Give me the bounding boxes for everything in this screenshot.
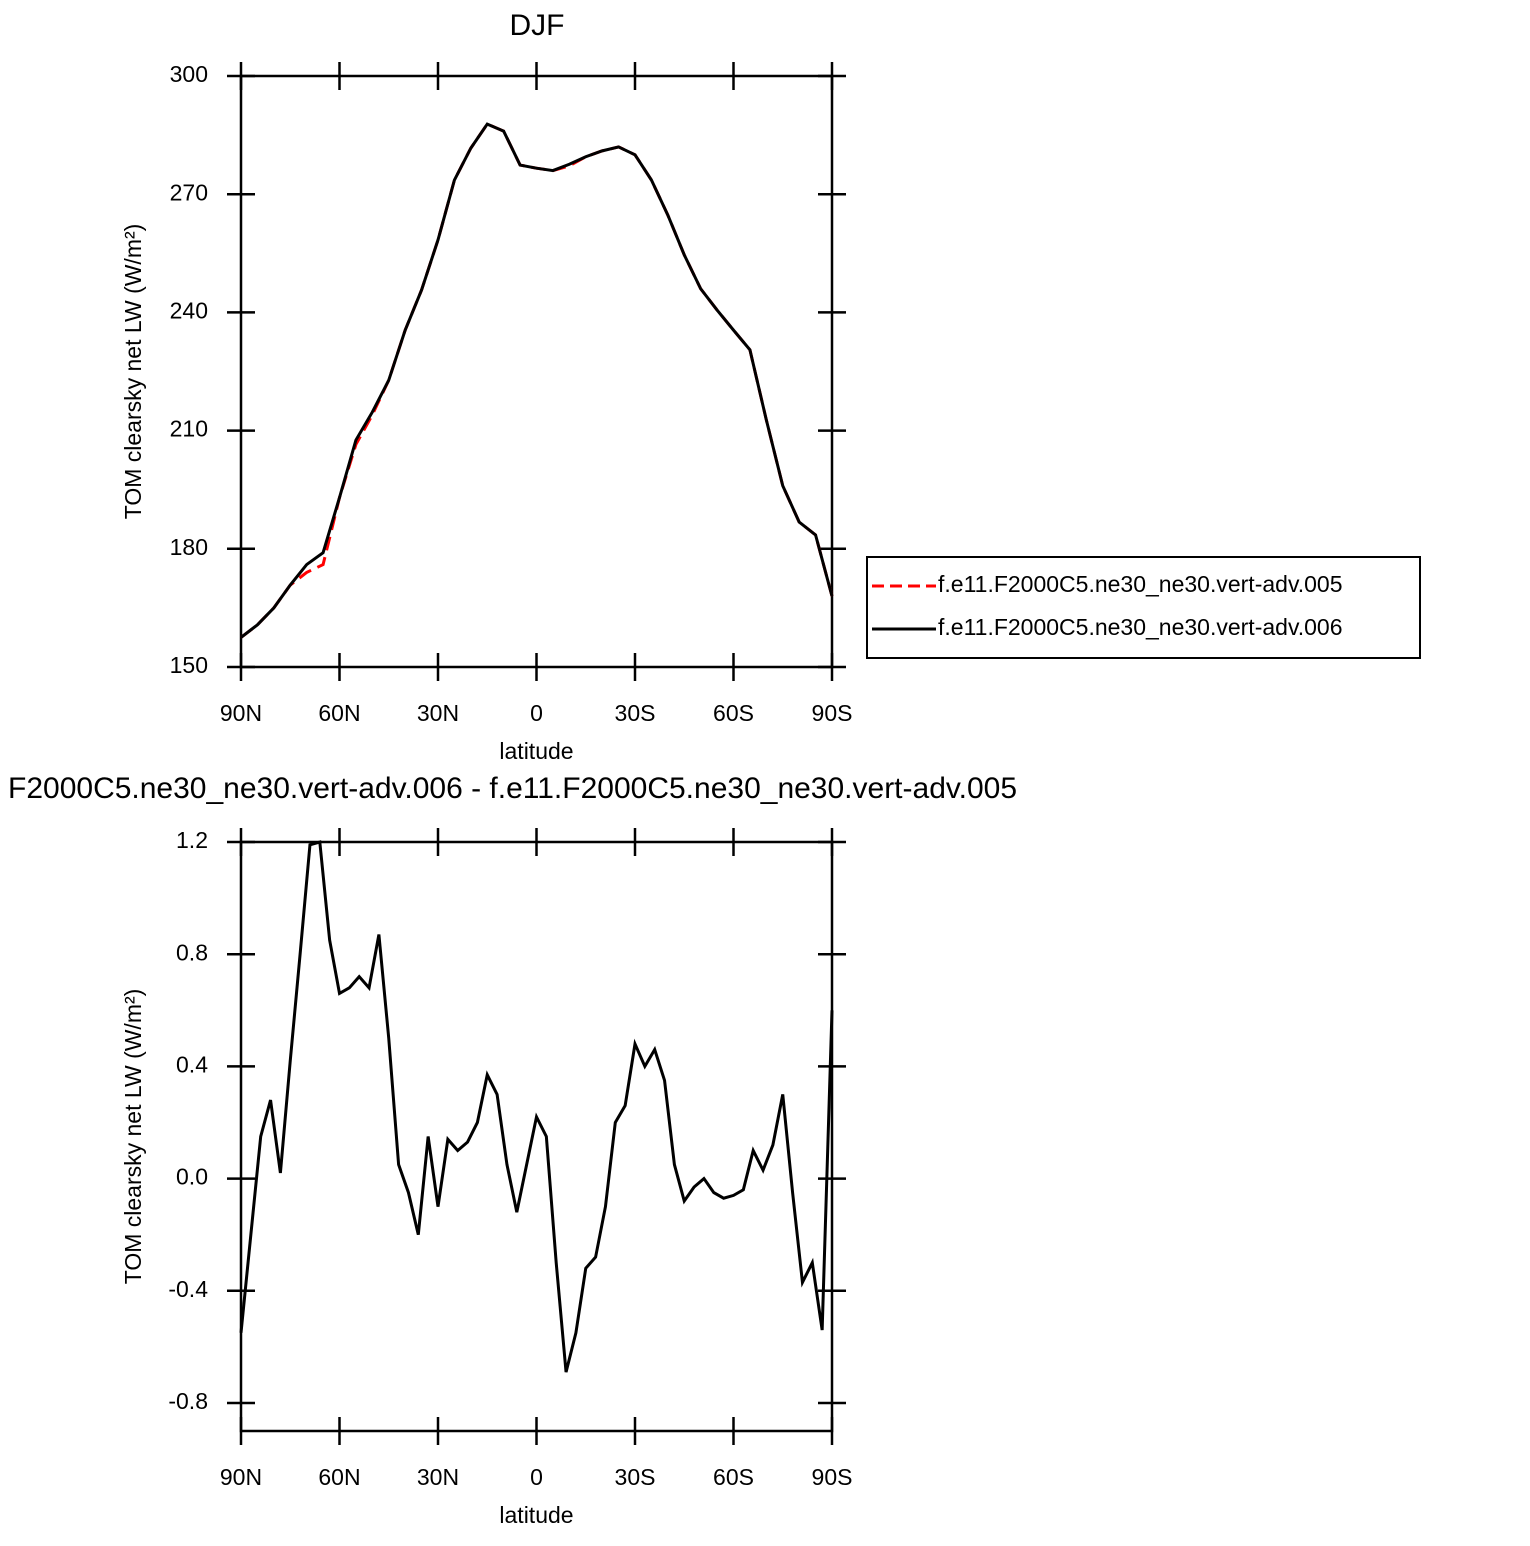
y-axis-label: TOM clearsky net LW (W/m²) (120, 224, 146, 520)
y-tick-label: 300 (170, 61, 208, 87)
legend-label: f.e11.F2000C5.ne30_ne30.vert-adv.006 (938, 614, 1343, 640)
y-tick-label: 210 (170, 416, 208, 442)
data-line (240, 122, 834, 639)
x-tick-label: 60N (318, 700, 360, 726)
y-tick-label: 180 (170, 534, 208, 560)
y-tick-label: 270 (170, 179, 208, 205)
y-tick-label: 150 (170, 652, 208, 678)
legend-box (866, 556, 1421, 659)
y-tick-label: 1.2 (176, 827, 208, 853)
x-tick-label: 90N (220, 700, 262, 726)
x-tick-label: 60S (713, 1464, 754, 1490)
x-tick-label: 30N (417, 1464, 459, 1490)
plot-frame (239, 74, 834, 669)
chart-title: F2000C5.ne30_ne30.vert-adv.006 - f.e11.F… (8, 772, 1017, 805)
y-tick-label: 0.0 (176, 1164, 208, 1190)
y-tick-label: 0.8 (176, 939, 208, 965)
x-axis-label: latitude (499, 1502, 573, 1528)
legend-label: f.e11.F2000C5.ne30_ne30.vert-adv.005 (938, 571, 1343, 597)
x-tick-label: 60S (713, 700, 754, 726)
x-tick-label: 0 (530, 700, 543, 726)
x-tick-label: 90S (812, 1464, 853, 1490)
x-tick-label: 30S (615, 700, 656, 726)
y-tick-label: -0.8 (168, 1388, 208, 1414)
y-axis-label: TOM clearsky net LW (W/m²) (120, 989, 146, 1285)
data-line (240, 122, 834, 639)
y-tick-label: 0.4 (176, 1051, 208, 1077)
x-tick-label: 30N (417, 700, 459, 726)
y-tick-label: 240 (170, 297, 208, 323)
data-line (239, 840, 834, 1373)
x-axis-label: latitude (499, 738, 573, 764)
x-tick-label: 90S (812, 700, 853, 726)
x-tick-label: 90N (220, 1464, 262, 1490)
x-tick-label: 60N (318, 1464, 360, 1490)
y-tick-label: -0.4 (168, 1276, 208, 1302)
chart-title: DJF (510, 9, 565, 42)
x-tick-label: 0 (530, 1464, 543, 1490)
x-tick-label: 30S (615, 1464, 656, 1490)
